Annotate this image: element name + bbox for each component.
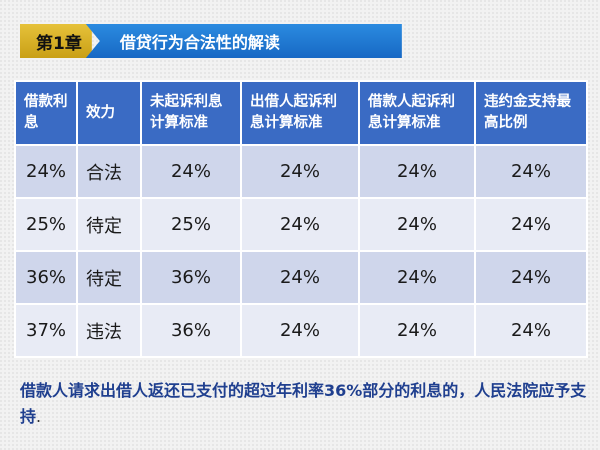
interest-table-container: 借款利息 效力 未起诉利息计算标准 出借人起诉利息计算标准 借款人起诉利息计算标…	[14, 80, 588, 358]
table-header-row: 借款利息 效力 未起诉利息计算标准 出借人起诉利息计算标准 借款人起诉利息计算标…	[14, 80, 588, 146]
slide-header: 第1章 借贷行为合法性的解读	[20, 24, 402, 58]
table-cell: 24%	[358, 303, 476, 358]
table-cell: 25%	[140, 197, 242, 252]
table-cell: 合法	[76, 144, 142, 199]
legal-note: 借款人请求出借人返还已支付的超过年利率36%部分的利息的，人民法院应予支持.	[20, 378, 590, 430]
table-cell: 37%	[14, 303, 78, 358]
legal-note-text: 借款人请求出借人返还已支付的超过年利率36%部分的利息的，人民法院应予支持	[20, 381, 587, 426]
table-cell: 24%	[240, 197, 360, 252]
table-cell: 24%	[14, 144, 78, 199]
table-cell: 36%	[140, 250, 242, 305]
table-row: 36% 待定 36% 24% 24% 24%	[14, 250, 588, 305]
column-header: 违约金支持最高比例	[474, 80, 588, 146]
table-cell: 24%	[240, 144, 360, 199]
column-header: 出借人起诉利息计算标准	[240, 80, 360, 146]
table-cell: 待定	[76, 197, 142, 252]
column-header: 借款利息	[14, 80, 78, 146]
table-cell: 违法	[76, 303, 142, 358]
interest-table: 借款利息 效力 未起诉利息计算标准 出借人起诉利息计算标准 借款人起诉利息计算标…	[14, 80, 588, 358]
column-header: 效力	[76, 80, 142, 146]
chapter-label: 第1章	[20, 24, 92, 58]
table-cell: 25%	[14, 197, 78, 252]
table-cell: 36%	[14, 250, 78, 305]
table-cell: 24%	[474, 303, 588, 358]
table-cell: 24%	[474, 144, 588, 199]
table-cell: 待定	[76, 250, 142, 305]
table-cell: 24%	[358, 144, 476, 199]
column-header: 借款人起诉利息计算标准	[358, 80, 476, 146]
column-header: 未起诉利息计算标准	[140, 80, 242, 146]
table-cell: 24%	[358, 197, 476, 252]
table-row: 37% 违法 36% 24% 24% 24%	[14, 303, 588, 358]
table-row: 25% 待定 25% 24% 24% 24%	[14, 197, 588, 252]
legal-note-end-mark: .	[36, 407, 42, 426]
table-cell: 24%	[474, 250, 588, 305]
table-row: 24% 合法 24% 24% 24% 24%	[14, 144, 588, 199]
table-cell: 24%	[240, 250, 360, 305]
table-cell: 24%	[240, 303, 360, 358]
table-cell: 24%	[140, 144, 242, 199]
slide-title: 借贷行为合法性的解读	[85, 24, 402, 58]
table-cell: 24%	[358, 250, 476, 305]
table-cell: 24%	[474, 197, 588, 252]
table-cell: 36%	[140, 303, 242, 358]
